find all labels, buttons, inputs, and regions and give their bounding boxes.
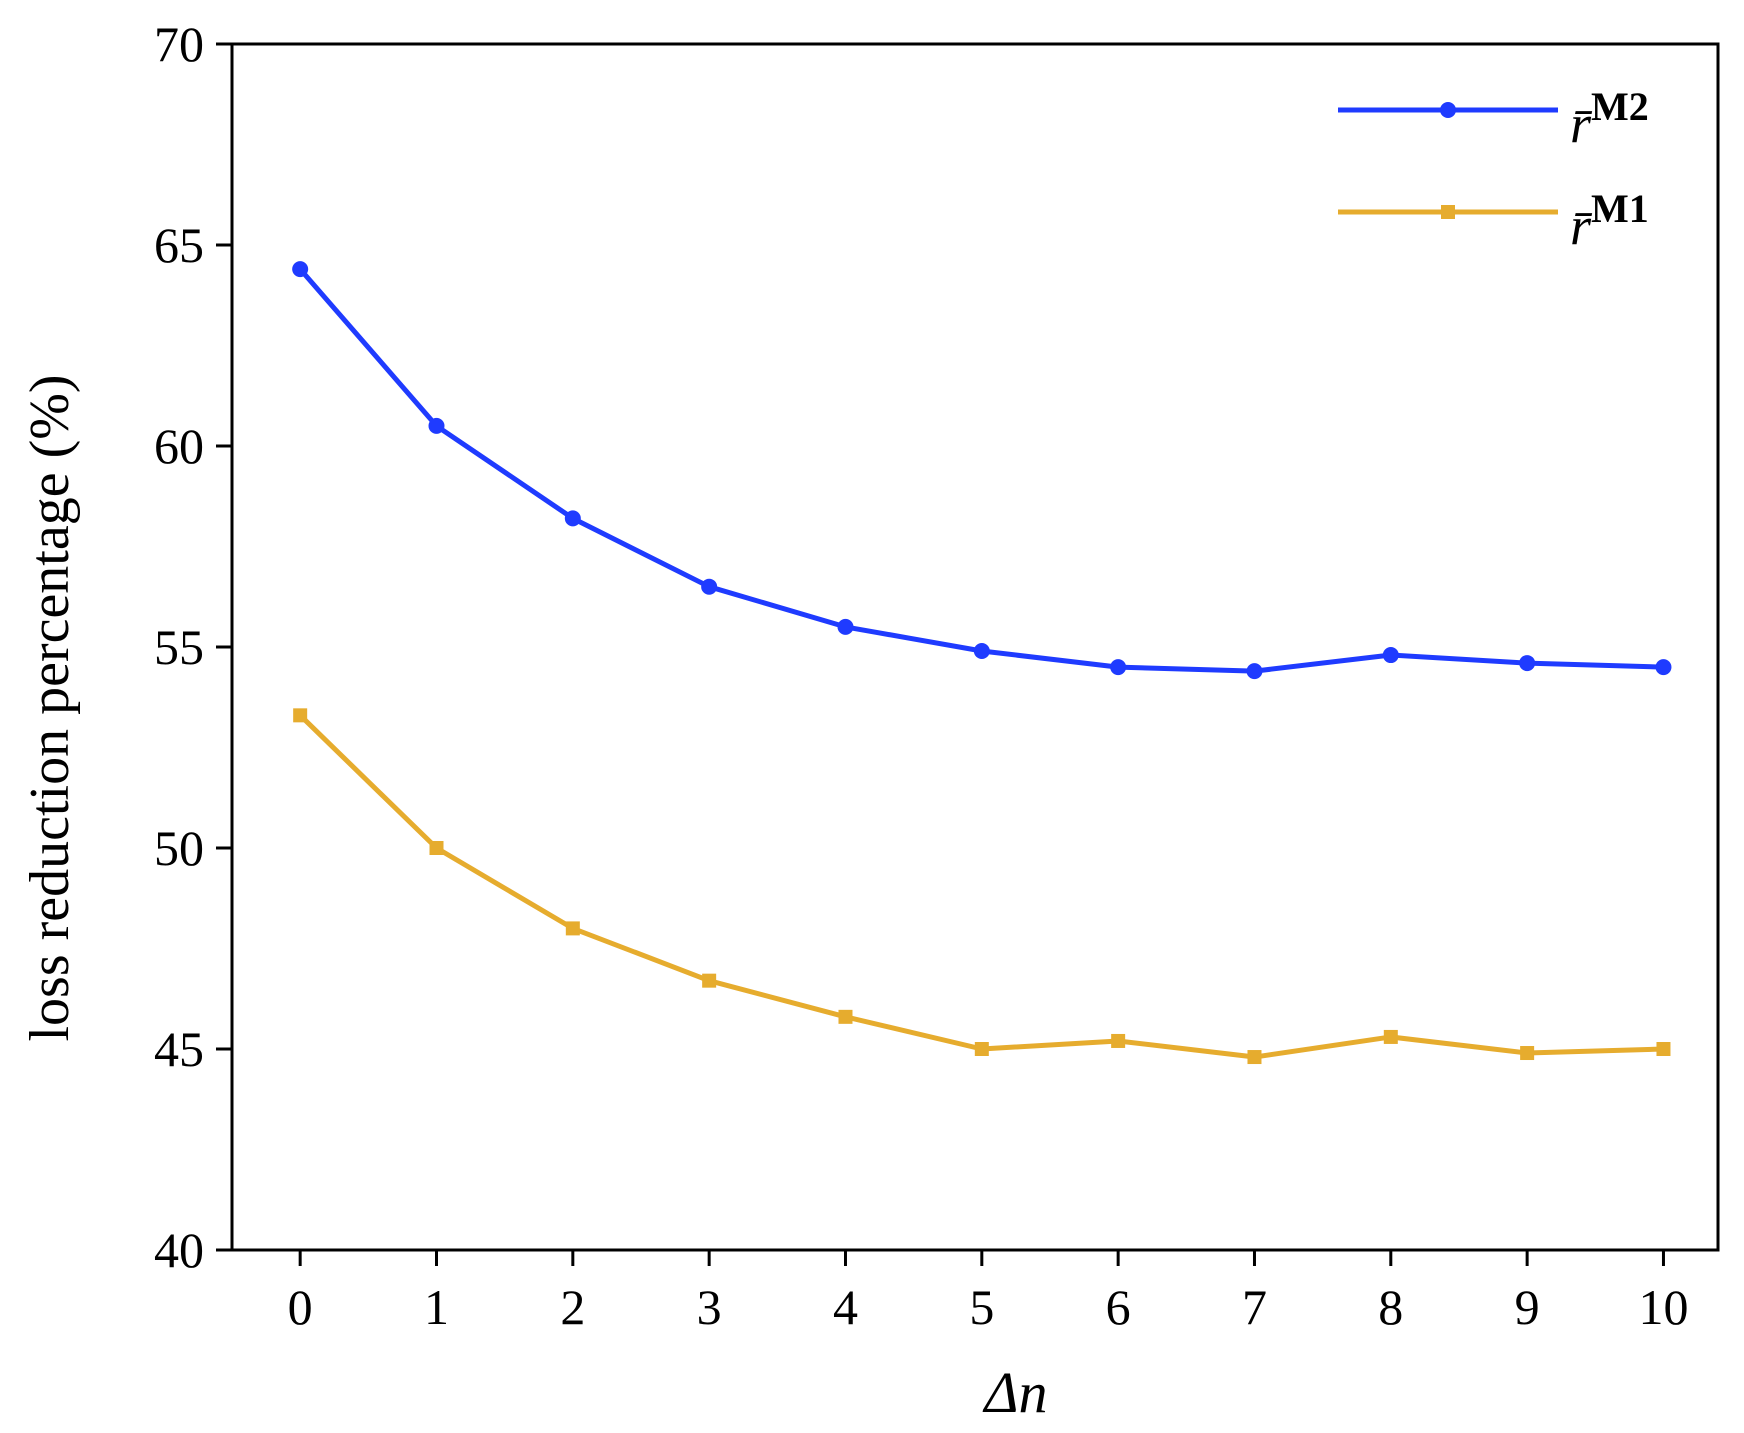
data-point-m1 [1520,1046,1535,1061]
data-point-m1 [702,973,717,988]
data-point-m1 [565,921,580,936]
x-tick-label: 3 [697,1279,722,1335]
legend: r̄M2 r̄M1 [1338,84,1649,256]
y-tick-label: 55 [154,619,204,675]
data-point-m1 [429,841,444,855]
data-point-m2 [428,417,445,434]
x-tick-label: 4 [833,1279,858,1335]
x-tick-label: 6 [1106,1279,1131,1335]
legend-label-m2: r̄M2 [1570,84,1649,154]
series-line-m2 [298,267,1664,674]
legend-marker [1441,205,1455,219]
data-point-m2 [837,618,854,635]
x-tick-label: 0 [288,1279,313,1335]
y-tick-label: 65 [154,217,204,273]
y-tick-label: 70 [154,16,204,72]
legend-marker [1440,102,1456,118]
data-point-m1 [1383,1029,1398,1044]
x-tick-label: 5 [969,1279,994,1335]
y-axis-title: loss reduction percentage (%) [19,374,81,1041]
data-point-m2 [1110,659,1127,676]
data-point-m1 [1656,1042,1671,1056]
data-point-m2 [701,578,718,595]
data-point-m2 [1519,655,1536,672]
data-point-m2 [1382,647,1399,664]
data-point-m2 [564,510,581,527]
y-tick-label: 45 [154,1021,204,1077]
data-point-m1 [293,708,308,723]
x-tick-label: 1 [424,1279,449,1335]
y-tick-label: 50 [154,820,204,876]
plot-area [292,261,1672,1065]
series-line-m1 [298,713,1664,1060]
y-tick-label: 60 [154,418,204,474]
x-tick-label: 8 [1378,1279,1403,1335]
x-tick-label: 2 [560,1279,585,1335]
data-point-m1 [1247,1050,1262,1065]
x-tick-label: 9 [1515,1279,1540,1335]
x-tick-label: 7 [1242,1279,1267,1335]
x-axis-title: Δn [982,1360,1047,1425]
data-point-m2 [292,261,309,278]
x-tick-label: 10 [1638,1279,1688,1335]
data-point-m1 [838,1009,853,1024]
data-point-m2 [1246,663,1263,680]
legend-label-m1: r̄M1 [1570,186,1649,256]
data-point-m2 [973,643,990,660]
data-point-m2 [1655,659,1672,676]
data-point-m1 [974,1042,989,1056]
data-point-m1 [1111,1033,1126,1048]
y-tick-label: 40 [154,1222,204,1278]
